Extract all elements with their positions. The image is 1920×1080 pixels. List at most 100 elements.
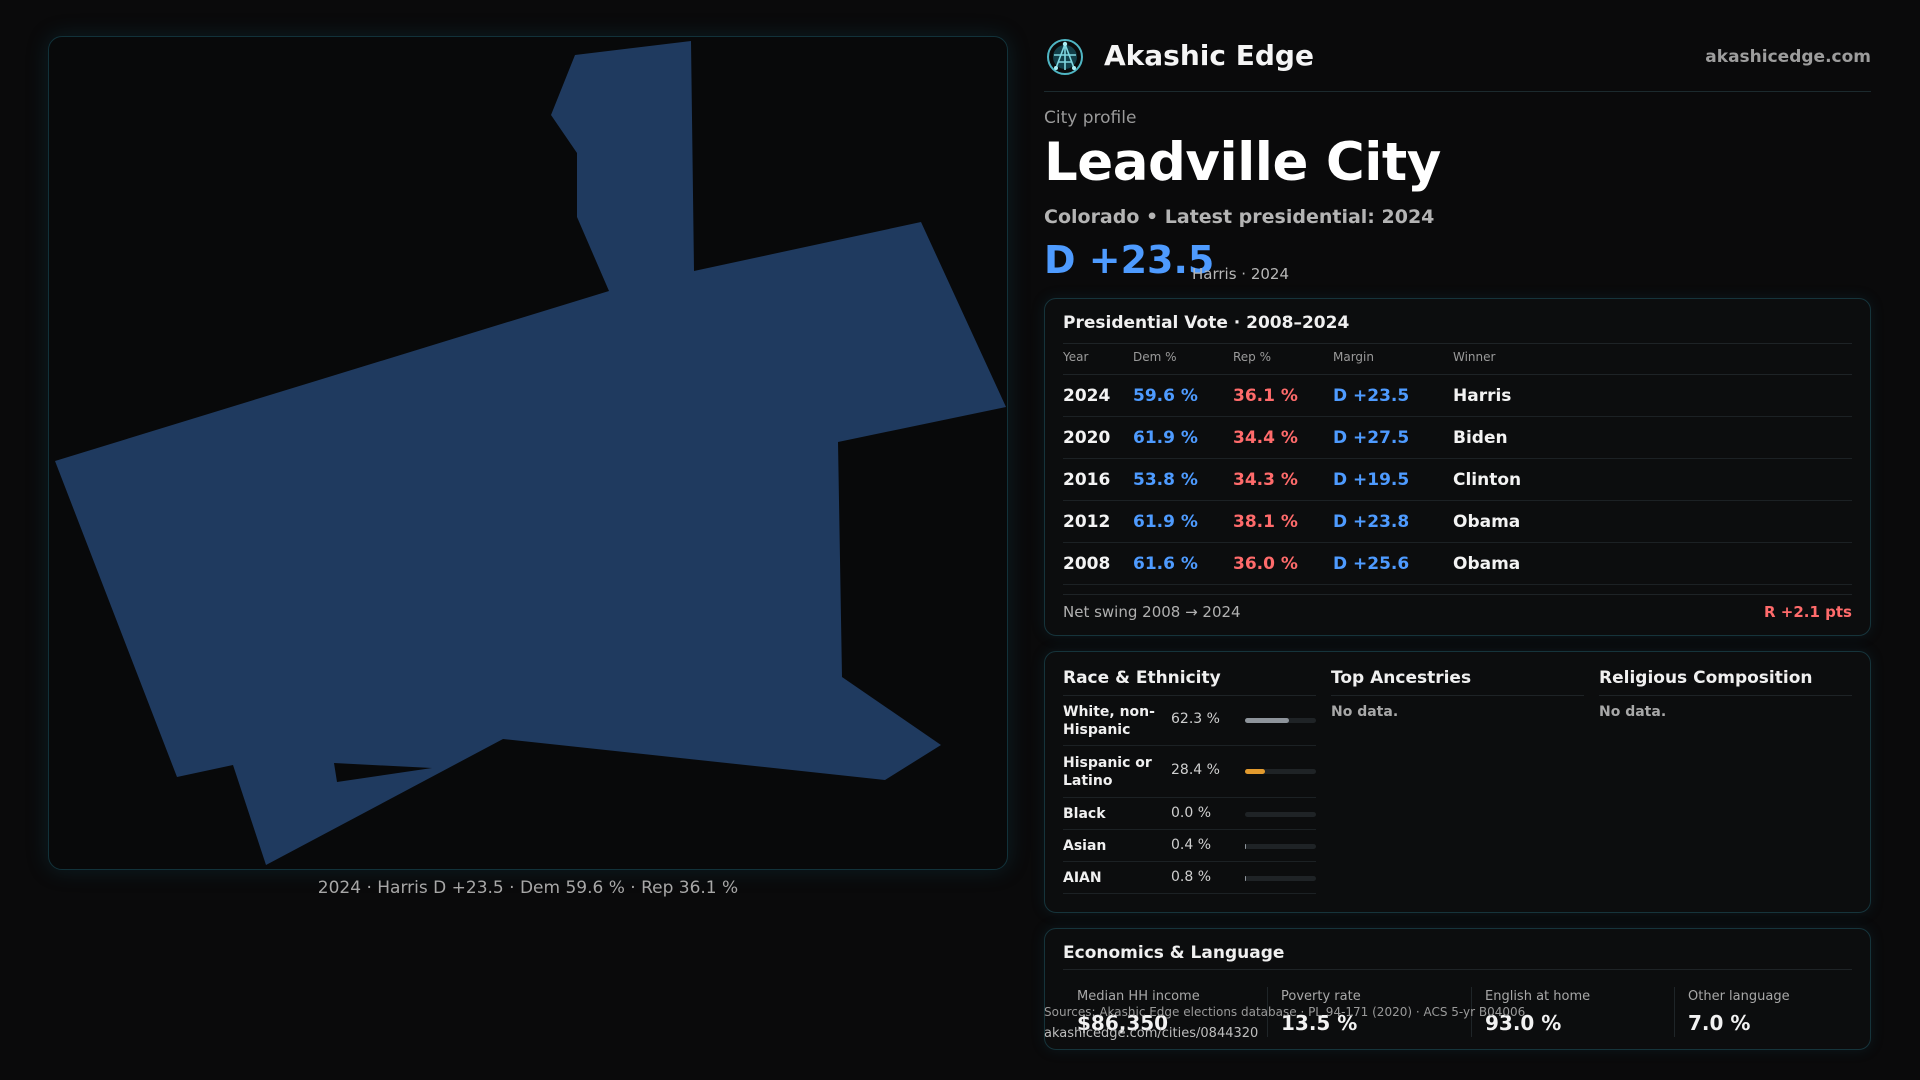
- race-bar-fill: [1245, 718, 1290, 723]
- rep-pct-cell: 36.0 %: [1233, 554, 1298, 574]
- year-cell: 2024: [1063, 386, 1111, 406]
- col-header-year: Year: [1063, 350, 1089, 364]
- divider: [1063, 969, 1852, 970]
- margin-cell: D +25.6: [1333, 554, 1410, 574]
- stat-value: 93.0 %: [1485, 1011, 1562, 1035]
- economics-card: Economics & Language Median HH income $8…: [1044, 928, 1871, 1050]
- year-cell: 2012: [1063, 512, 1111, 532]
- race-pct: 0.4 %: [1171, 837, 1212, 853]
- net-swing-label: Net swing 2008 → 2024: [1063, 603, 1241, 621]
- table-row: 2024 59.6 % 36.1 % D +23.5 Harris: [1063, 375, 1852, 417]
- dem-pct-cell: 59.6 %: [1133, 386, 1198, 406]
- latest-margin-note: Harris · 2024: [1192, 265, 1290, 283]
- winner-cell: Obama: [1453, 554, 1521, 574]
- race-pct: 0.8 %: [1171, 869, 1212, 885]
- race-bar-track: [1245, 718, 1316, 723]
- map-caption: 2024 · Harris D +23.5 · Dem 59.6 % · Rep…: [317, 878, 739, 898]
- divider: [1331, 695, 1584, 696]
- race-label: AIAN: [1063, 870, 1102, 886]
- stat-label: English at home: [1485, 989, 1591, 1004]
- dem-pct-cell: 61.9 %: [1133, 428, 1198, 448]
- race-pct: 0.0 %: [1171, 805, 1212, 821]
- rep-pct-cell: 36.1 %: [1233, 386, 1298, 406]
- race-label: Black: [1063, 806, 1106, 822]
- divider: [1674, 987, 1675, 1037]
- margin-cell: D +27.5: [1333, 428, 1410, 448]
- table-row: 2008 61.6 % 36.0 % D +25.6 Obama: [1063, 543, 1852, 585]
- margin-cell: D +23.8: [1333, 512, 1410, 532]
- dem-pct-cell: 61.6 %: [1133, 554, 1198, 574]
- divider: [1599, 695, 1852, 696]
- race-bar-fill: [1245, 876, 1246, 881]
- brand-header: Akashic Edge akashicedge.com: [1044, 34, 1871, 92]
- table-row: 2016 53.8 % 34.3 % D +19.5 Clinton: [1063, 459, 1852, 501]
- race-bar-track: [1245, 844, 1316, 849]
- col-header-rep: Rep %: [1233, 350, 1272, 364]
- rep-pct-cell: 34.4 %: [1233, 428, 1298, 448]
- stat-label: Other language: [1688, 989, 1790, 1004]
- city-map[interactable]: [48, 36, 1008, 870]
- winner-cell: Obama: [1453, 512, 1521, 532]
- race-label: Hispanic or Latino: [1063, 755, 1152, 789]
- col-header-margin: Margin: [1333, 350, 1374, 364]
- table-row: 2012 61.9 % 38.1 % D +23.8 Obama: [1063, 501, 1852, 543]
- list-item: Asian 0.4 %: [1063, 830, 1316, 862]
- stat-value: 13.5 %: [1281, 1011, 1358, 1035]
- stat-value: $86,350: [1077, 1011, 1169, 1035]
- year-cell: 2016: [1063, 470, 1111, 490]
- margin-cell: D +19.5: [1333, 470, 1410, 490]
- list-item: White, non-Hispanic 62.3 %: [1063, 696, 1316, 746]
- race-bar-track: [1245, 769, 1316, 774]
- city-boundary-shape[interactable]: [55, 41, 1006, 865]
- stat-label: Poverty rate: [1281, 989, 1361, 1004]
- rep-pct-cell: 34.3 %: [1233, 470, 1298, 490]
- winner-cell: Clinton: [1453, 470, 1522, 490]
- rep-pct-cell: 38.1 %: [1233, 512, 1298, 532]
- race-bar-track: [1245, 812, 1316, 817]
- col-header-dem: Dem %: [1133, 350, 1177, 364]
- demographics-card: Race & Ethnicity White, non-Hispanic 62.…: [1044, 651, 1871, 913]
- divider: [1471, 987, 1472, 1037]
- page-url-link[interactable]: akashicedge.com/cities/0844320: [1044, 1026, 1259, 1041]
- list-item: Black 0.0 %: [1063, 798, 1316, 830]
- net-swing-value: R +2.1 pts: [1764, 603, 1852, 621]
- divider: [1063, 374, 1852, 375]
- economics-title: Economics & Language: [1063, 943, 1285, 963]
- page-title: Leadville City: [1044, 132, 1441, 193]
- page-kicker: City profile: [1044, 108, 1137, 128]
- stat-label: Median HH income: [1077, 989, 1200, 1004]
- sources-note: Sources: Akashic Edge elections database…: [1044, 1005, 1526, 1019]
- page-subtitle: Colorado • Latest presidential: 2024: [1044, 206, 1435, 228]
- stat-value: 7.0 %: [1688, 1011, 1751, 1035]
- table-row: 2020 61.9 % 34.4 % D +27.5 Biden: [1063, 417, 1852, 459]
- year-cell: 2008: [1063, 554, 1111, 574]
- race-bar-fill: [1245, 769, 1266, 774]
- divider: [1063, 594, 1852, 595]
- list-item: Hispanic or Latino 28.4 %: [1063, 746, 1316, 798]
- race-pct: 28.4 %: [1171, 762, 1220, 778]
- list-item: AIAN 0.8 %: [1063, 862, 1316, 894]
- divider: [1063, 343, 1852, 344]
- ancestries-title: Top Ancestries: [1331, 668, 1472, 688]
- col-header-winner: Winner: [1453, 350, 1496, 364]
- city-boundary-map: [55, 41, 1006, 865]
- margin-cell: D +23.5: [1333, 386, 1410, 406]
- dem-pct-cell: 53.8 %: [1133, 470, 1198, 490]
- race-pct: 62.3 %: [1171, 711, 1220, 727]
- divider: [1063, 695, 1316, 696]
- presidential-vote-card: Presidential Vote · 2008–2024 Year Dem %…: [1044, 298, 1871, 636]
- latest-margin: D +23.5: [1044, 238, 1215, 282]
- race-bar-track: [1245, 876, 1316, 881]
- religion-empty-text: No data.: [1599, 704, 1667, 720]
- brand-url-link[interactable]: akashicedge.com: [1705, 47, 1871, 67]
- winner-cell: Harris: [1453, 386, 1512, 406]
- globe-network-icon: [1047, 39, 1083, 75]
- dem-pct-cell: 61.9 %: [1133, 512, 1198, 532]
- race-label: Asian: [1063, 838, 1107, 854]
- divider: [1267, 987, 1268, 1037]
- race-ethnicity-title: Race & Ethnicity: [1063, 668, 1221, 688]
- year-cell: 2020: [1063, 428, 1111, 448]
- religion-title: Religious Composition: [1599, 668, 1813, 688]
- brand-name: Akashic Edge: [1104, 39, 1314, 72]
- vote-card-title: Presidential Vote · 2008–2024: [1063, 313, 1350, 333]
